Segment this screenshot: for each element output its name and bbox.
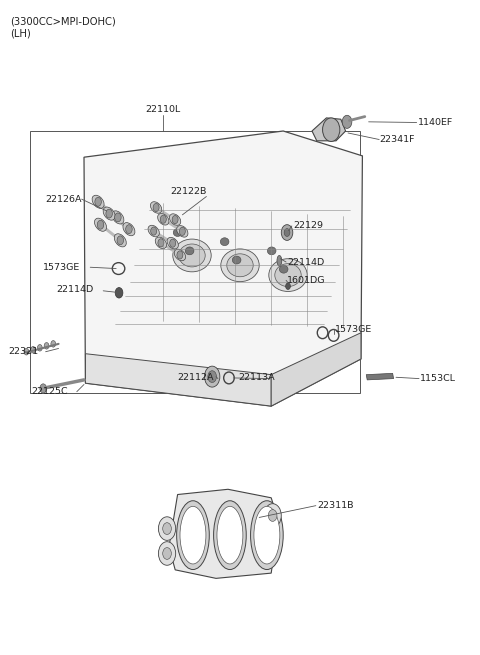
- Ellipse shape: [167, 237, 179, 249]
- Text: 22126A: 22126A: [46, 195, 82, 204]
- Ellipse shape: [254, 506, 280, 564]
- Ellipse shape: [123, 223, 135, 236]
- Ellipse shape: [251, 500, 283, 570]
- Circle shape: [180, 227, 185, 235]
- Text: 22129: 22129: [293, 221, 323, 231]
- Text: 22110L: 22110L: [145, 105, 181, 114]
- Polygon shape: [312, 118, 346, 141]
- Polygon shape: [271, 333, 361, 406]
- Circle shape: [126, 225, 132, 234]
- Circle shape: [170, 239, 176, 247]
- Circle shape: [40, 384, 47, 393]
- Text: 1573GE: 1573GE: [43, 263, 81, 272]
- Ellipse shape: [220, 238, 229, 246]
- Circle shape: [163, 548, 171, 559]
- Circle shape: [323, 118, 340, 141]
- Text: 1573GE: 1573GE: [335, 325, 372, 334]
- Ellipse shape: [92, 195, 104, 208]
- Ellipse shape: [214, 500, 246, 570]
- Circle shape: [31, 346, 36, 353]
- Ellipse shape: [177, 225, 188, 237]
- Text: 22341F: 22341F: [379, 135, 415, 144]
- Circle shape: [264, 504, 281, 527]
- Polygon shape: [84, 131, 362, 406]
- Text: 22311B: 22311B: [317, 501, 353, 510]
- Ellipse shape: [179, 244, 205, 267]
- Circle shape: [286, 283, 290, 290]
- Polygon shape: [85, 354, 271, 406]
- Ellipse shape: [232, 256, 241, 264]
- Text: 22114D: 22114D: [57, 285, 94, 294]
- Circle shape: [268, 510, 277, 521]
- Circle shape: [158, 517, 176, 540]
- Circle shape: [115, 213, 121, 222]
- Ellipse shape: [174, 249, 186, 261]
- Ellipse shape: [277, 255, 282, 266]
- Text: 22321: 22321: [9, 347, 39, 356]
- Ellipse shape: [217, 506, 243, 564]
- Ellipse shape: [267, 247, 276, 255]
- Circle shape: [37, 345, 42, 351]
- Ellipse shape: [269, 259, 307, 291]
- Circle shape: [208, 371, 216, 383]
- Polygon shape: [169, 489, 278, 578]
- Circle shape: [342, 115, 352, 128]
- Ellipse shape: [180, 506, 206, 564]
- Circle shape: [158, 239, 164, 247]
- Circle shape: [106, 209, 112, 218]
- Ellipse shape: [157, 214, 169, 225]
- Circle shape: [163, 523, 171, 534]
- Ellipse shape: [221, 249, 259, 282]
- Ellipse shape: [279, 265, 288, 273]
- Ellipse shape: [227, 254, 253, 276]
- Text: (LH): (LH): [11, 29, 31, 39]
- Circle shape: [177, 251, 183, 259]
- Circle shape: [97, 220, 104, 229]
- Circle shape: [24, 348, 29, 355]
- Ellipse shape: [114, 234, 126, 247]
- Circle shape: [153, 204, 159, 212]
- Circle shape: [204, 366, 220, 387]
- Circle shape: [117, 236, 123, 245]
- Circle shape: [160, 215, 166, 223]
- Circle shape: [51, 341, 56, 347]
- Ellipse shape: [112, 211, 124, 224]
- Text: 1140EF: 1140EF: [418, 118, 453, 127]
- Circle shape: [151, 227, 156, 235]
- Text: 22114D: 22114D: [287, 258, 324, 267]
- Circle shape: [95, 197, 101, 206]
- Ellipse shape: [103, 207, 115, 220]
- Circle shape: [115, 288, 123, 298]
- Circle shape: [44, 343, 49, 349]
- Circle shape: [281, 225, 293, 240]
- Ellipse shape: [155, 237, 167, 249]
- Text: 1601DG: 1601DG: [287, 276, 325, 285]
- Circle shape: [158, 542, 176, 565]
- Text: 22113A: 22113A: [238, 373, 275, 382]
- Ellipse shape: [95, 218, 107, 231]
- Ellipse shape: [148, 225, 159, 237]
- Polygon shape: [366, 373, 394, 380]
- Text: 22112A: 22112A: [178, 373, 214, 382]
- Ellipse shape: [275, 264, 301, 287]
- Text: 1153CL: 1153CL: [420, 374, 456, 383]
- Circle shape: [284, 229, 290, 236]
- Ellipse shape: [173, 229, 182, 236]
- Ellipse shape: [185, 247, 194, 255]
- Ellipse shape: [169, 214, 181, 225]
- Circle shape: [172, 215, 178, 223]
- Ellipse shape: [173, 239, 211, 272]
- Text: 22122B: 22122B: [170, 187, 207, 196]
- Text: (3300CC>MPI-DOHC): (3300CC>MPI-DOHC): [11, 16, 116, 26]
- Ellipse shape: [150, 202, 162, 214]
- Ellipse shape: [177, 500, 209, 570]
- Text: 22125C: 22125C: [31, 386, 68, 396]
